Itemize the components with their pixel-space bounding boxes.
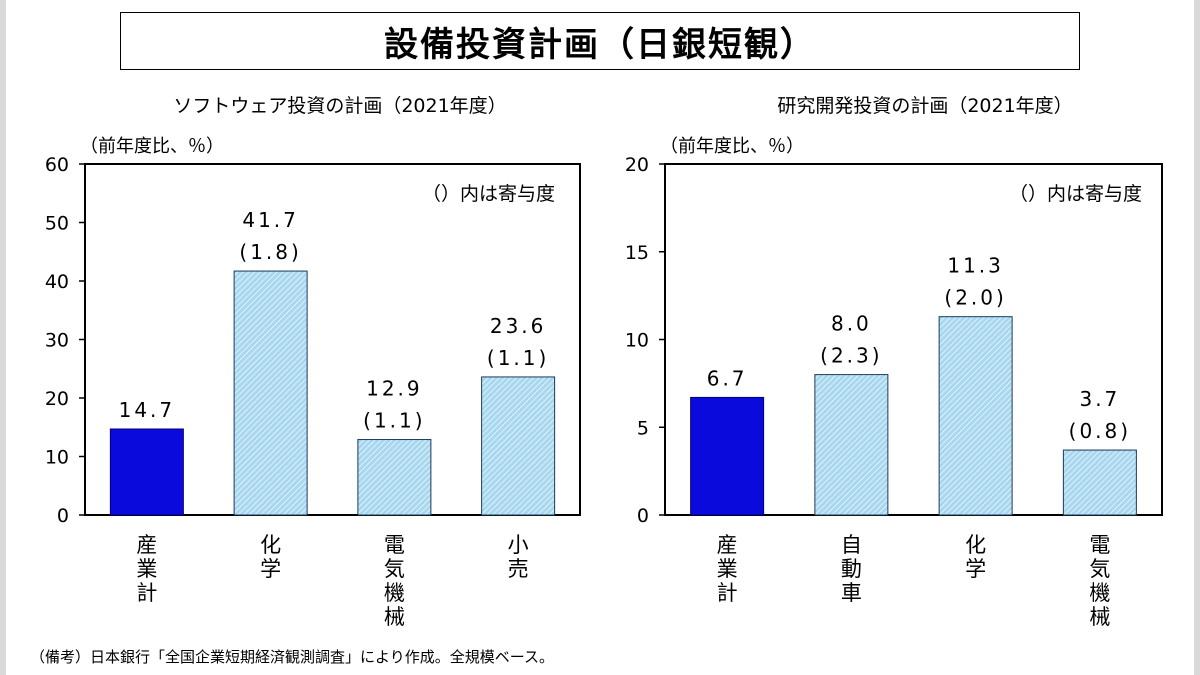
chart1-annotation: （）内は寄与度 bbox=[422, 183, 555, 205]
chart1-category-label: 化学 bbox=[260, 533, 281, 581]
chart1-contribution-label: (1.8) bbox=[239, 240, 301, 264]
chart2-ytick-label: 20 bbox=[625, 154, 649, 176]
chart1-category-label: 産業計 bbox=[136, 533, 157, 605]
chart1-contribution-label: (1.1) bbox=[363, 409, 425, 433]
chart2-contribution-label: (2.0) bbox=[944, 286, 1006, 310]
right-edge-strip bbox=[1194, 0, 1200, 675]
chart1-ytick-label: 10 bbox=[45, 447, 69, 469]
chart2-ylabel: （前年度比、％） bbox=[660, 136, 804, 157]
chart1-category-label: 小売 bbox=[508, 533, 529, 581]
chart2-value-label: 8.0 bbox=[831, 312, 872, 336]
chart2-category-label: 自動車 bbox=[841, 533, 862, 605]
left-edge-strip bbox=[0, 0, 6, 675]
chart1-ylabel: （前年度比、％） bbox=[80, 136, 224, 157]
chart1-bar bbox=[357, 439, 432, 516]
chart2-ytick-label: 0 bbox=[637, 505, 649, 527]
chart2-title: 研究開発投資の計画（2021年度） bbox=[777, 95, 1072, 117]
chart2-value-label: 3.7 bbox=[1079, 387, 1120, 411]
chart1-value-label: 12.9 bbox=[366, 377, 423, 401]
chart2-bar bbox=[1062, 449, 1137, 516]
chart1-value-label: 14.7 bbox=[119, 398, 176, 422]
chart1-ytick-label: 40 bbox=[45, 271, 69, 293]
chart1-bar bbox=[481, 376, 556, 516]
chart1-ytick-label: 20 bbox=[45, 388, 69, 410]
chart2-contribution-label: (2.3) bbox=[820, 344, 882, 368]
chart2-annotation: （）内は寄与度 bbox=[1009, 183, 1142, 205]
page-title: 設備投資計画（日銀短観） bbox=[120, 12, 1080, 70]
chart1-value-label: 41.7 bbox=[242, 208, 299, 232]
chart1-category-label: 電気機械 bbox=[384, 533, 405, 629]
chart1-ytick-label: 30 bbox=[45, 330, 69, 352]
chart2-value-label: 11.3 bbox=[947, 254, 1004, 278]
chart1-ytick-label: 60 bbox=[45, 154, 69, 176]
chart2-bar bbox=[814, 374, 889, 516]
chart2-value-label: 6.7 bbox=[707, 366, 748, 390]
chart1-bar bbox=[233, 270, 308, 516]
chart1-value-label: 23.6 bbox=[490, 314, 547, 338]
chart1-ytick-label: 0 bbox=[57, 505, 69, 527]
chart2-category-label: 産業計 bbox=[717, 533, 738, 605]
chart2-category-label: 化学 bbox=[965, 533, 986, 581]
chart1-bar bbox=[109, 428, 184, 516]
chart1-contribution-label: (1.1) bbox=[487, 346, 549, 370]
chart2-ytick-label: 10 bbox=[625, 330, 649, 352]
chart2-contribution-label: (0.8) bbox=[1069, 419, 1131, 443]
chart2-ytick-label: 15 bbox=[625, 242, 649, 264]
chart2-bar bbox=[938, 316, 1013, 516]
chart2-category-label: 電気機械 bbox=[1089, 533, 1110, 629]
source-note: （備考）日本銀行「全国企業短期経済観測調査」により作成。全規模ベース。 bbox=[30, 648, 554, 666]
chart2-ytick-label: 5 bbox=[637, 417, 649, 439]
chart1-title: ソフトウェア投資の計画（2021年度） bbox=[173, 95, 506, 117]
chart1-ytick-label: 50 bbox=[45, 213, 69, 235]
chart2-bar bbox=[690, 396, 765, 516]
